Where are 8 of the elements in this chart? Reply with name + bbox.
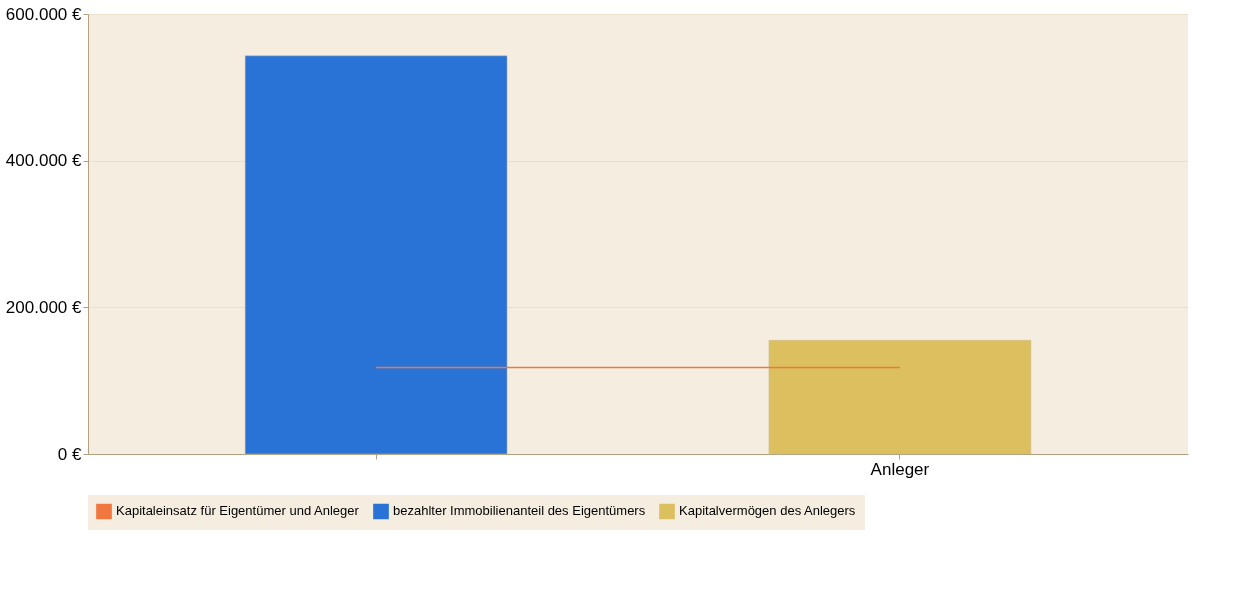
x-tick-label: Anleger [870, 459, 930, 479]
legend-label: bezahlter Immobilienanteil des Eigentümers [393, 503, 646, 519]
y-tick-label: 400.000 € [5, 151, 83, 171]
y-tick-label: 0 € [57, 444, 83, 464]
y-tick-label: 600.000 € [5, 4, 83, 24]
y-tick-label: 200.000 € [5, 297, 83, 317]
legend-label: Kapitaleinsatz für Eigentümer und Anleger [116, 503, 360, 519]
legend-label: Kapitalvermögen des Anlegers [679, 503, 856, 519]
